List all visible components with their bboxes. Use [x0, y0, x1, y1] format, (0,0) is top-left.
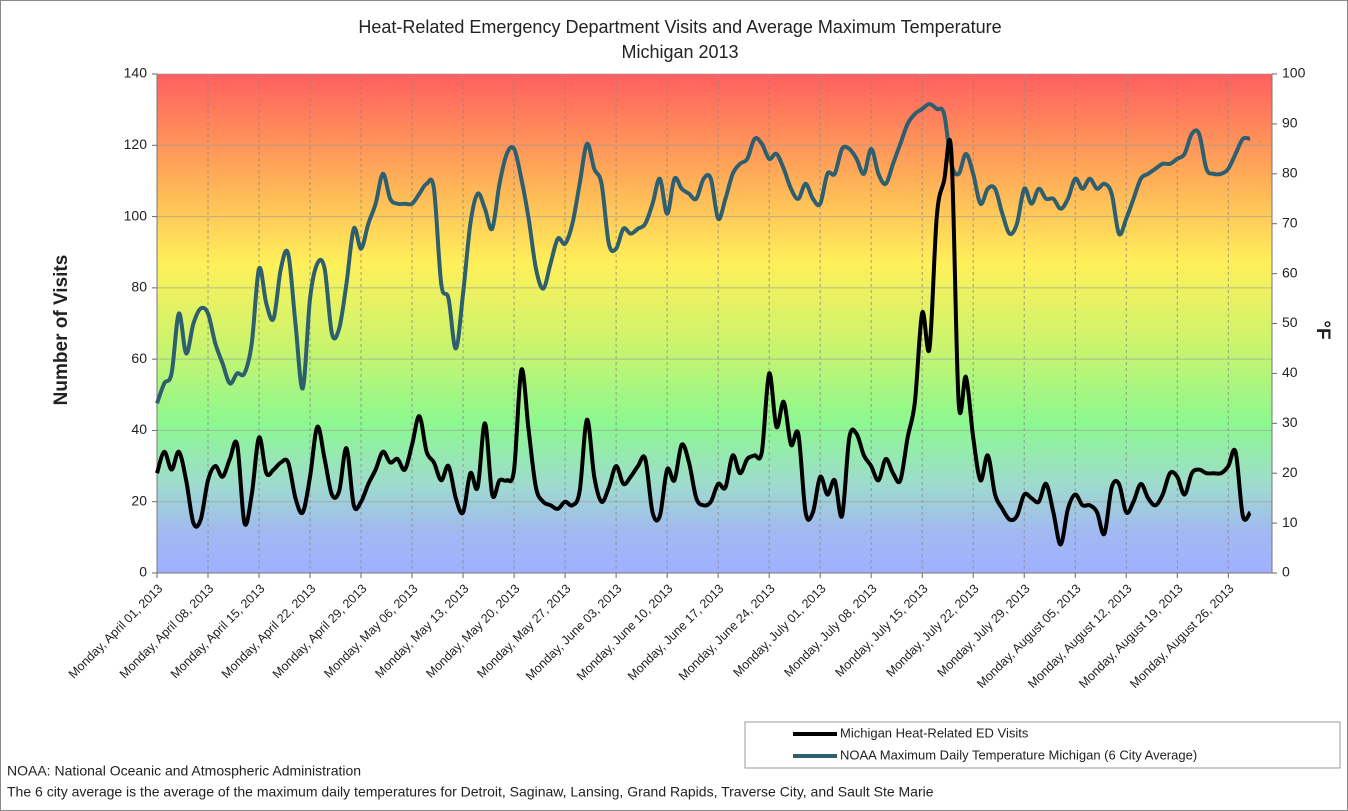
- chart-title: Heat-Related Emergency Department Visits…: [358, 17, 1001, 37]
- footnote: NOAA: National Oceanic and Atmospheric A…: [7, 763, 361, 779]
- data-line: [155, 101, 1251, 405]
- y2-tick-label: 70: [1282, 214, 1298, 230]
- y-tick-label: 20: [131, 492, 147, 508]
- y2-tick-label: 100: [1282, 65, 1306, 81]
- y2-tick-label: 90: [1282, 115, 1298, 131]
- y-tick-label: 140: [124, 65, 148, 81]
- data-line: [155, 137, 1252, 547]
- y-tick-label: 80: [131, 279, 147, 295]
- legend-label: NOAA Maximum Daily Temperature Michigan …: [840, 747, 1197, 762]
- legend-label: Michigan Heat-Related ED Visits: [840, 725, 1029, 740]
- y-tick-label: 120: [124, 136, 148, 152]
- y2-tick-label: 10: [1282, 514, 1298, 530]
- y2-tick-label: 80: [1282, 165, 1298, 181]
- y2-tick-label: 0: [1282, 564, 1290, 580]
- y-tick-label: 60: [131, 350, 147, 366]
- y-tick-label: 0: [139, 564, 147, 580]
- y2-tick-label: 30: [1282, 414, 1298, 430]
- y2-tick-label: 60: [1282, 264, 1298, 280]
- y-axis-title: Number of Visits: [51, 255, 72, 406]
- y-tick-label: 40: [131, 421, 147, 437]
- y2-tick-label: 50: [1282, 314, 1298, 330]
- y2-tick-label: 40: [1282, 364, 1298, 380]
- y2-tick-label: 20: [1282, 464, 1298, 480]
- footnote: The 6 city average is the average of the…: [7, 784, 934, 800]
- legend-box: [744, 721, 1341, 769]
- y-tick-label: 100: [124, 207, 148, 223]
- chart-subtitle: Michigan 2013: [621, 42, 738, 62]
- y2-axis-title: °F: [1312, 320, 1333, 339]
